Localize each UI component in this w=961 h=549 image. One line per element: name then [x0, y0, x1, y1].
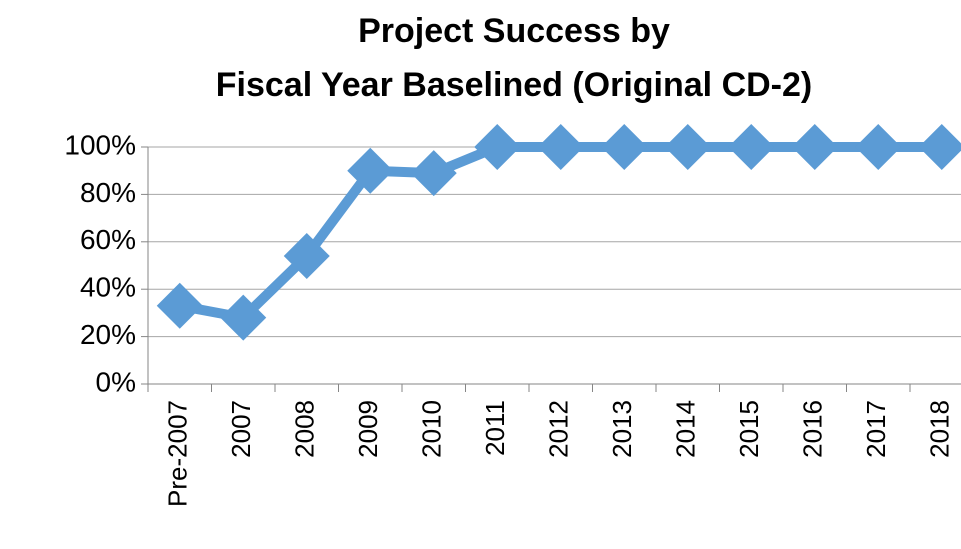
marker	[601, 124, 648, 170]
x-tick-label: 2018	[925, 400, 955, 458]
y-tick-label: 0%	[96, 366, 136, 397]
x-tick-label: 2014	[671, 400, 701, 458]
x-tick-label: 2016	[798, 400, 828, 458]
marker	[474, 124, 521, 170]
marker	[664, 124, 711, 170]
marker	[728, 124, 775, 170]
line	[178, 142, 942, 323]
y-tick-label: 20%	[80, 319, 136, 350]
y-tick-label: 100%	[64, 129, 136, 160]
marker	[918, 124, 961, 170]
x-tick-label: Pre-2007	[163, 400, 193, 507]
x-tick-label: 2009	[353, 400, 383, 458]
x-tick-label: 2013	[607, 400, 637, 458]
marker	[791, 124, 838, 170]
x-tick-label: 2008	[290, 400, 320, 458]
x-tick-label: 2010	[417, 400, 447, 458]
x-tick-label: 2017	[861, 400, 891, 458]
marker	[410, 150, 457, 197]
marker	[283, 233, 330, 280]
marker	[347, 147, 394, 194]
x-tick-label: 2012	[544, 400, 574, 458]
marker	[537, 124, 584, 170]
chart-title: Project Success by	[358, 12, 670, 50]
chart-title: Fiscal Year Baselined (Original CD-2)	[216, 66, 812, 104]
y-tick-label: 40%	[80, 272, 136, 303]
x-tick-label: 2011	[480, 400, 510, 456]
marker	[156, 282, 203, 329]
marker	[220, 294, 267, 341]
marker	[855, 124, 902, 170]
y-tick-label: 80%	[80, 177, 136, 208]
x-tick-label: 2007	[226, 400, 256, 458]
x-tick-label: 2015	[734, 400, 764, 458]
y-tick-label: 60%	[80, 224, 136, 255]
